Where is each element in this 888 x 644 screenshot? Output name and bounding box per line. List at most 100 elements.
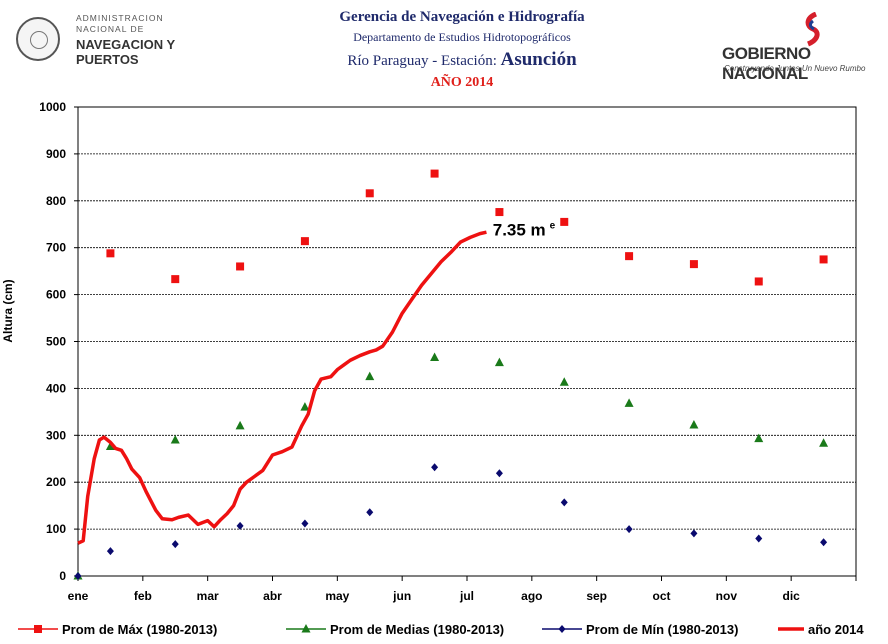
series-1-point-5 [365,371,375,381]
y-tick-label-4: 400 [46,381,66,395]
series-2-point-5 [366,508,374,517]
series-2-point-4 [301,519,309,528]
anpp-seal-logo [16,17,60,61]
x-tick-label-ago: ago [521,589,542,603]
y-tick-label-5: 500 [46,335,66,349]
y-tick-label-9: 900 [46,147,66,161]
series-1-point-3 [235,420,245,430]
series-2 [74,463,828,580]
series-1 [73,352,829,580]
series-2-point-6 [431,463,439,472]
report-header: ADMINISTRACION NACIONAL DE NAVEGACION Y … [0,0,888,100]
org-line-4: PUERTOS [76,52,139,67]
legend-swatch-1 [301,624,311,633]
gobierno-title: GOBIERNO NACIONAL [722,44,811,83]
legend-item-3: año 2014 [778,622,864,637]
current-level-annotation: 7.35 m e [493,220,556,239]
series-2-point-0 [74,572,82,580]
legend-swatch-0 [34,625,42,633]
station-name: Asunción [500,49,577,70]
y-axis-label: Altura (cm) [1,279,15,342]
series-2-point-3 [236,521,244,530]
x-tick-label-oct: oct [653,589,671,603]
series-1-point-9 [624,398,634,407]
series-1-point-2 [170,434,180,444]
annotation-superscript: e [550,220,556,231]
legend-swatch-2 [558,625,566,633]
x-tick-label-dic: dic [782,589,800,603]
series-2-point-12 [820,538,828,547]
series-1-point-1 [105,441,115,451]
y-axis-ticks: 0 100 200 300 400 500 600 700 800 900 1000 [39,100,78,583]
series-2-point-8 [560,498,568,507]
y-tick-label-0: 0 [59,569,66,583]
org-name-large: NAVEGACION Y PUERTOS [76,37,175,67]
series-0 [106,169,828,286]
series-2-point-7 [495,469,503,478]
station-prefix: Río Paraguay - Estación: [347,53,501,69]
annotation-value: 7.35 m [493,220,546,239]
series-1-point-8 [559,377,569,386]
series-0-point-3 [300,237,309,246]
chart-grid [78,153,856,530]
series-1-point-6 [430,352,440,361]
series-1-point-11 [754,433,764,443]
x-tick-label-abr: abr [263,589,282,603]
series-3 [77,230,487,545]
series-0-point-8 [625,252,634,261]
series-2-point-1 [106,547,114,556]
series-0-point-2 [236,262,245,271]
header-line-3: Río Paraguay - Estación: Asunción [18,49,888,71]
org-name-small: ADMINISTRACION NACIONAL DE [76,13,164,35]
series-1-point-7 [494,357,504,367]
y-tick-label-7: 700 [46,241,66,255]
x-tick-label-may: may [325,589,349,603]
series-1-point-10 [689,419,699,429]
series-0-point-0 [106,249,115,258]
header-year: AÑO 2014 [430,75,494,90]
series-layer [73,169,829,580]
series-2-point-9 [625,525,633,534]
chart-legend: Prom de Máx (1980-2013) Prom de Medias (1… [18,622,864,637]
legend-label-0: Prom de Máx (1980-2013) [62,622,217,637]
legend-label-3: año 2014 [808,622,864,637]
x-tick-label-mar: mar [197,589,219,603]
y-tick-label-2: 200 [46,475,66,489]
y-tick-label-6: 600 [46,288,66,302]
org-line-2: NACIONAL DE [76,24,145,34]
x-tick-label-ene: ene [68,589,89,603]
y-tick-label-10: 1000 [39,100,66,114]
y-tick-label-3: 300 [46,428,66,442]
series-3-line [77,230,487,545]
series-0-point-10 [754,277,763,286]
legend-item-0: Prom de Máx (1980-2013) [18,622,217,637]
series-0-point-11 [819,255,828,264]
legend-item-1: Prom de Medias (1980-2013) [286,622,504,637]
series-1-point-4 [300,402,310,411]
org-line-3: NAVEGACION Y [76,37,176,52]
legend-item-2: Prom de Mín (1980-2013) [542,622,738,637]
y-tick-label-1: 100 [46,522,66,536]
x-tick-label-jul: jul [459,589,474,603]
series-2-point-11 [755,534,763,543]
x-tick-label-nov: nov [716,589,738,603]
org-line-1: ADMINISTRACION [76,13,164,23]
legend-label-2: Prom de Mín (1980-2013) [586,622,738,637]
x-tick-label-jun: jun [392,589,411,603]
series-2-point-2 [171,540,179,549]
gobierno-logo-icon [805,12,820,47]
x-tick-label-sep: sep [586,589,607,603]
legend-label-1: Prom de Medias (1980-2013) [330,622,504,637]
series-0-point-4 [365,189,374,198]
series-1-point-12 [819,438,829,447]
header-line-2: Departamento de Estudios Hidrotopográfic… [353,30,571,44]
series-2-point-10 [690,529,698,538]
series-0-point-9 [689,260,698,269]
series-0-point-1 [171,275,180,284]
x-tick-label-feb: feb [134,589,152,603]
x-axis-ticks: ene feb mar abr may jun jul ago sep oct nov dic [68,576,857,603]
series-0-point-7 [560,217,569,226]
series-0-point-5 [430,169,439,178]
header-line-1: Gerencia de Navegación e Hidrografía [339,9,585,25]
